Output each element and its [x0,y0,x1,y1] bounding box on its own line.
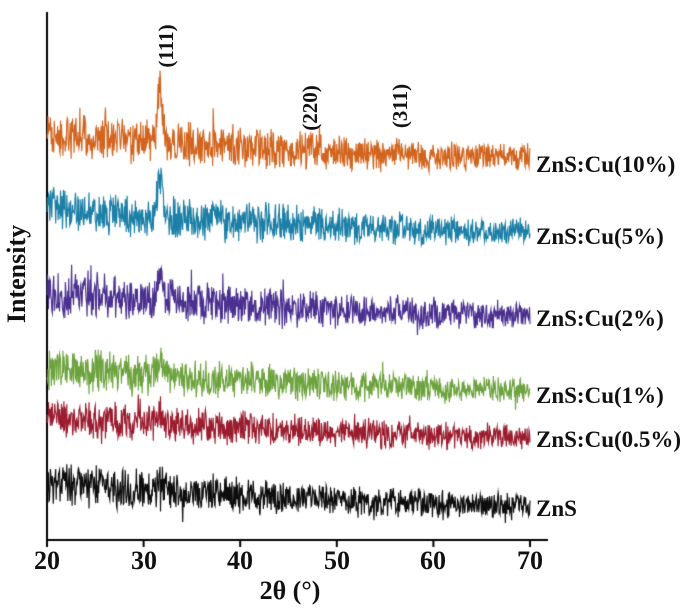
series-label-zns-cu5: ZnS:Cu(5%) [536,224,664,249]
x-tick-60: 60 [420,546,446,575]
peak-annotation-111: (111) [154,24,178,68]
peak-annotation-220: (220) [298,85,322,131]
series-label-zns-cu2: ZnS:Cu(2%) [536,306,664,331]
x-axis-title: 2θ (°) [259,576,321,605]
series-label-zns-cu1: ZnS:Cu(1%) [536,383,664,408]
x-tick-20: 20 [34,546,60,575]
x-tick-40: 40 [227,546,253,575]
series-label-zns: ZnS [536,496,577,521]
series-label-zns-cu05: ZnS:Cu(0.5%) [536,427,682,452]
x-tick-50: 50 [324,546,350,575]
x-tick-30: 30 [131,546,157,575]
series-label-zns-cu10: ZnS:Cu(10%) [536,152,676,177]
y-axis-title: Intensity [2,224,31,324]
x-tick-70: 70 [517,546,543,575]
peak-annotation-311: (311) [388,83,412,129]
